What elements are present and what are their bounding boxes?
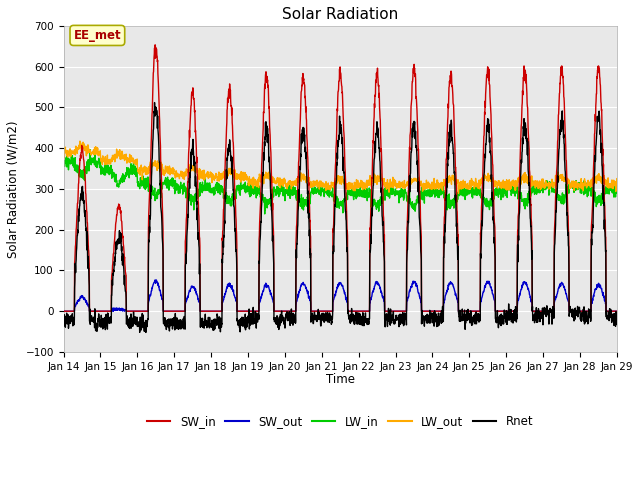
LW_in	[86, 147, 94, 153]
LW_out	[76, 138, 84, 144]
Text: EE_met: EE_met	[74, 29, 121, 42]
SW_out	[613, 308, 621, 314]
Title: Solar Radiation: Solar Radiation	[282, 7, 398, 22]
LW_in	[356, 192, 364, 197]
Rnet	[369, 194, 376, 200]
X-axis label: Time: Time	[326, 373, 355, 386]
LW_in	[564, 186, 572, 192]
LW_in	[261, 211, 269, 217]
SW_in	[564, 213, 572, 219]
SW_out	[151, 277, 159, 283]
LW_out	[502, 180, 509, 186]
LW_out	[613, 176, 621, 181]
SW_out	[501, 308, 509, 314]
LW_out	[454, 191, 462, 196]
SW_in	[613, 308, 621, 314]
Legend: SW_in, SW_out, LW_in, LW_out, Rnet: SW_in, SW_out, LW_in, LW_out, Rnet	[142, 410, 538, 432]
Line: Rnet: Rnet	[63, 103, 617, 333]
LW_in	[60, 162, 67, 168]
Rnet	[564, 243, 572, 249]
Line: LW_in: LW_in	[63, 150, 617, 214]
SW_in	[214, 308, 222, 314]
LW_in	[369, 198, 376, 204]
Rnet	[142, 330, 150, 336]
SW_out	[356, 308, 364, 314]
LW_out	[214, 178, 222, 183]
Rnet	[214, 319, 222, 325]
Rnet	[356, 318, 364, 324]
SW_out	[564, 298, 572, 303]
Rnet	[502, 314, 509, 320]
LW_out	[564, 180, 572, 185]
SW_in	[60, 308, 67, 314]
Rnet	[613, 321, 621, 327]
LW_in	[613, 189, 621, 194]
SW_in	[356, 308, 364, 314]
SW_in	[501, 308, 509, 314]
LW_out	[580, 182, 588, 188]
SW_out	[369, 289, 376, 295]
SW_in	[369, 164, 376, 170]
Rnet	[580, 318, 588, 324]
LW_out	[60, 150, 67, 156]
Rnet	[60, 320, 67, 326]
SW_in	[580, 308, 588, 314]
LW_in	[580, 192, 588, 198]
SW_out	[60, 308, 67, 314]
LW_out	[369, 178, 376, 183]
Rnet	[151, 100, 159, 106]
Line: SW_out: SW_out	[63, 280, 617, 311]
SW_out	[214, 308, 222, 314]
Y-axis label: Solar Radiation (W/m2): Solar Radiation (W/m2)	[7, 120, 20, 258]
SW_in	[151, 42, 159, 48]
LW_out	[356, 180, 364, 186]
LW_in	[502, 186, 509, 192]
Line: SW_in: SW_in	[63, 45, 617, 311]
LW_in	[214, 190, 222, 196]
SW_out	[580, 308, 588, 314]
Line: LW_out: LW_out	[63, 141, 617, 193]
